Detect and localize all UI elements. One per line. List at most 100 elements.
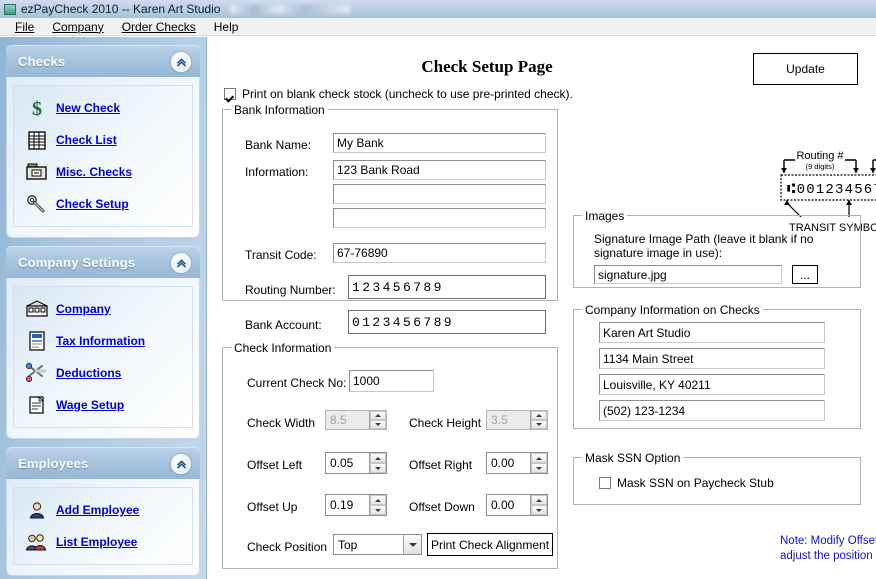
- bank-name-input[interactable]: My Bank: [333, 133, 546, 153]
- spin-up-icon[interactable]: [370, 495, 386, 505]
- offset-right-spin-buttons[interactable]: [530, 453, 547, 473]
- routing-number-input[interactable]: 123456789: [348, 275, 546, 299]
- sidebar-panel-employees: Employees Add Employee: [6, 447, 200, 576]
- spin-down-icon[interactable]: [370, 463, 386, 473]
- print-check-alignment-button[interactable]: Print Check Alignment: [427, 533, 553, 556]
- sidebar-item-list-employee[interactable]: List Employee: [18, 526, 188, 558]
- spin-down-icon[interactable]: [370, 505, 386, 515]
- menu-item-order-checks[interactable]: Order Checks: [113, 19, 205, 35]
- offset-right-stepper[interactable]: 0.00: [486, 452, 548, 474]
- sidebar-item-new-check[interactable]: $ New Check: [18, 92, 188, 124]
- chevron-up-icon[interactable]: [171, 253, 191, 273]
- check-width-spin-buttons[interactable]: [369, 411, 386, 429]
- document-blue-icon: [18, 330, 56, 352]
- print-blank-stock-checkbox[interactable]: [224, 88, 236, 100]
- sidebar-item-wage-setup[interactable]: Wage Setup: [18, 389, 188, 421]
- bank-information-legend: Bank Information: [231, 103, 328, 117]
- menu-file-label: File: [15, 19, 35, 34]
- sidebar-item-tax-information[interactable]: Tax Information: [18, 325, 188, 357]
- company-info-line-3-input[interactable]: Louisville, KY 40211: [599, 374, 825, 395]
- spin-down-icon[interactable]: [531, 420, 547, 429]
- offset-note-line1: Note: Modify Offset Left/Right/Up/Down v…: [780, 535, 876, 547]
- sidebar-panel-header-employees[interactable]: Employees: [6, 447, 200, 479]
- company-information-legend: Company Information on Checks: [582, 303, 763, 317]
- sidebar-item-label: Check List: [56, 133, 117, 147]
- offset-down-label: Offset Down: [409, 500, 475, 514]
- signature-path-label-line1: Signature Image Path (leave it blank if …: [594, 232, 814, 246]
- mask-ssn-checkbox[interactable]: [599, 477, 611, 489]
- offset-note-line2: adjust the position of the check when pr…: [780, 550, 876, 562]
- offset-up-spin-buttons[interactable]: [369, 495, 386, 515]
- page-title: Check Setup Page: [421, 57, 553, 76]
- spin-up-icon[interactable]: [531, 495, 547, 505]
- sidebar-panel-company-settings: Company Settings: [6, 246, 200, 439]
- check-information-group: Check Information Current Check No: 1000…: [222, 341, 558, 569]
- chevron-down-icon[interactable]: [403, 535, 421, 554]
- bank-information-group: Bank Information Bank Name: My Bank Info…: [222, 103, 558, 334]
- print-blank-stock-row[interactable]: Print on blank check stock (uncheck to u…: [224, 87, 573, 101]
- information-line3-input[interactable]: [333, 208, 546, 228]
- sidebar-panel-body-company-settings: Company Tax Information: [6, 278, 200, 439]
- offset-down-stepper[interactable]: 0.00: [486, 494, 548, 516]
- spin-down-icon[interactable]: [531, 505, 547, 515]
- check-height-label: Check Height: [409, 416, 482, 430]
- micr-reference-diagram: Routing # (9 digits) Account # Check # ⑆…: [777, 147, 876, 239]
- check-width-stepper[interactable]: 8.5: [325, 410, 387, 430]
- sidebar-panel-body-checks: $ New Check: [6, 77, 200, 238]
- sidebar-panel-title-checks: Checks: [18, 53, 66, 69]
- menu-help-label: Help: [213, 19, 239, 34]
- spin-up-icon[interactable]: [370, 453, 386, 463]
- spin-down-icon[interactable]: [531, 463, 547, 473]
- sidebar-item-misc-checks[interactable]: Misc. Checks: [18, 156, 188, 188]
- offset-left-spin-buttons[interactable]: [369, 453, 386, 473]
- sidebar-item-add-employee[interactable]: Add Employee: [18, 494, 188, 526]
- spin-up-icon[interactable]: [370, 411, 386, 420]
- check-position-value: Top: [338, 537, 358, 552]
- check-position-select[interactable]: Top: [333, 534, 422, 555]
- check-width-label: Check Width: [247, 416, 316, 430]
- menu-item-file[interactable]: File: [6, 19, 43, 35]
- main-content: Check Setup Page Update Print on blank c…: [206, 37, 876, 579]
- company-info-line-1-input[interactable]: Karen Art Studio: [599, 322, 825, 343]
- offset-down-spin-buttons[interactable]: [530, 495, 547, 515]
- sidebar-item-deductions[interactable]: Deductions: [18, 357, 188, 389]
- check-height-stepper[interactable]: 3.5: [486, 410, 548, 430]
- menu-bar: File Company Order Checks Help: [0, 18, 876, 36]
- mask-ssn-row[interactable]: Mask SSN on Paycheck Stub: [599, 476, 774, 490]
- company-info-line-2-input[interactable]: 1134 Main Street: [599, 348, 825, 369]
- check-height-spin-buttons[interactable]: [530, 411, 547, 429]
- spin-up-icon[interactable]: [531, 411, 547, 420]
- sidebar-item-label: Deductions: [56, 366, 122, 380]
- clipboard-icon: [18, 394, 56, 416]
- sidebar-panel-title-employees: Employees: [18, 455, 89, 471]
- bank-name-label: Bank Name:: [245, 138, 312, 152]
- offset-left-stepper[interactable]: 0.05: [325, 452, 387, 474]
- offset-up-stepper[interactable]: 0.19: [325, 494, 387, 516]
- check-position-label: Check Position: [247, 540, 328, 554]
- chevron-up-icon[interactable]: [171, 454, 191, 474]
- information-line2-input[interactable]: [333, 184, 546, 204]
- app-icon: [4, 3, 16, 15]
- signature-path-input[interactable]: signature.jpg: [594, 265, 782, 284]
- browse-signature-button[interactable]: ...: [792, 265, 818, 284]
- menu-item-help[interactable]: Help: [205, 19, 248, 35]
- information-line1-input[interactable]: 123 Bank Road: [333, 160, 546, 180]
- transit-code-input[interactable]: 67-76890: [333, 243, 546, 263]
- current-check-no-input[interactable]: 1000: [349, 370, 434, 392]
- sidebar-panel-header-checks[interactable]: Checks: [6, 45, 200, 77]
- sidebar-item-company[interactable]: Company: [18, 293, 188, 325]
- information-label: Information:: [245, 165, 309, 179]
- bank-account-input[interactable]: 0123456789: [348, 310, 546, 334]
- sidebar-panel-body-employees: Add Employee List Employee: [6, 479, 200, 576]
- sidebar-item-check-setup[interactable]: Check Setup: [18, 188, 188, 220]
- sidebar-item-label: Tax Information: [56, 334, 146, 348]
- sidebar-panel-header-company-settings[interactable]: Company Settings: [6, 246, 200, 278]
- sidebar-item-label: Check Setup: [56, 197, 129, 211]
- update-button[interactable]: Update: [753, 53, 858, 85]
- menu-item-company[interactable]: Company: [43, 19, 112, 35]
- chevron-up-icon[interactable]: [171, 52, 191, 72]
- sidebar-item-check-list[interactable]: Check List: [18, 124, 188, 156]
- spin-up-icon[interactable]: [531, 453, 547, 463]
- spin-down-icon[interactable]: [370, 420, 386, 429]
- company-info-line-4-input[interactable]: (502) 123-1234: [599, 400, 825, 421]
